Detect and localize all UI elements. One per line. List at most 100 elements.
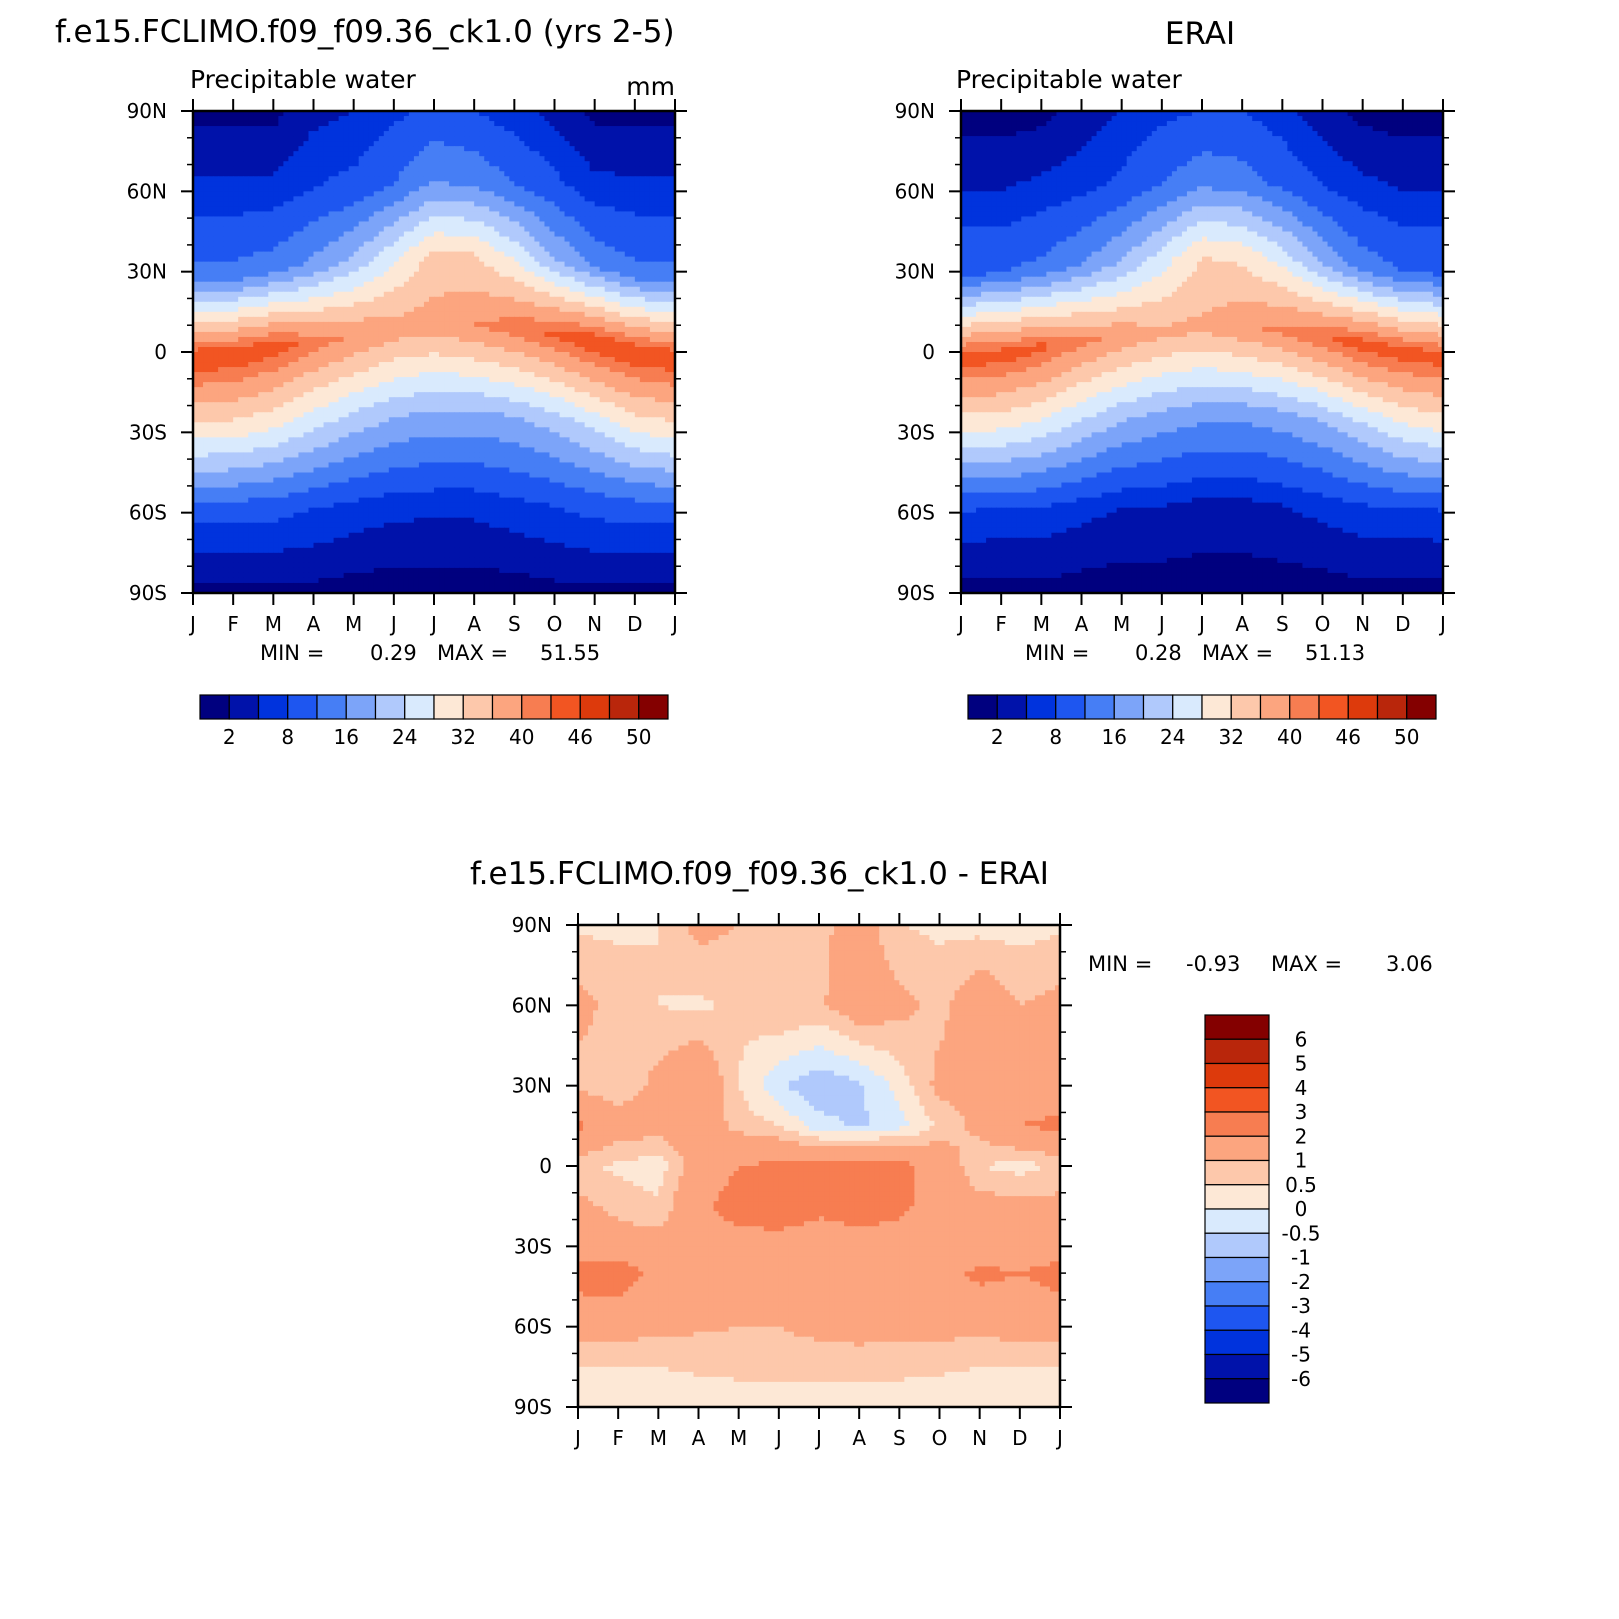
field-cell xyxy=(524,196,530,202)
field-cell xyxy=(570,357,576,363)
field-cell xyxy=(590,121,596,127)
field-cell xyxy=(248,191,254,197)
field-cell xyxy=(615,181,621,187)
field-cell xyxy=(419,216,425,222)
field-cell xyxy=(555,171,561,177)
field-cell xyxy=(560,131,566,137)
field-cell xyxy=(444,201,450,207)
field-cell xyxy=(404,337,410,343)
field-cell xyxy=(278,302,284,308)
field-cell xyxy=(439,146,445,152)
field-cell xyxy=(399,252,405,258)
field-cell xyxy=(374,272,380,278)
field-cell xyxy=(374,201,380,207)
field-cell xyxy=(278,126,284,132)
field-cell xyxy=(324,201,330,207)
field-cell xyxy=(514,252,520,258)
field-cell xyxy=(223,151,229,157)
field-cell xyxy=(283,307,289,313)
field-cell xyxy=(374,297,380,303)
field-cell xyxy=(565,232,571,238)
field-cell xyxy=(504,357,510,363)
field-cell xyxy=(509,176,515,182)
field-cell xyxy=(233,136,239,142)
field-cell xyxy=(620,176,626,182)
field-cell xyxy=(314,252,320,258)
field-cell xyxy=(610,221,616,227)
field-cell xyxy=(369,367,375,373)
field-cell xyxy=(454,292,460,298)
field-cell xyxy=(349,272,355,278)
field-cell xyxy=(374,171,380,177)
field-cell xyxy=(600,307,606,313)
field-cell xyxy=(655,186,661,192)
field-cell xyxy=(625,317,631,323)
field-cell xyxy=(605,292,611,298)
field-cell xyxy=(278,221,284,227)
field-cell xyxy=(288,252,294,258)
field-cell xyxy=(534,196,540,202)
field-cell xyxy=(243,242,249,248)
field-cell xyxy=(278,312,284,318)
field-cell xyxy=(469,121,475,127)
field-cell xyxy=(258,226,264,232)
field-cell xyxy=(258,151,264,157)
field-cell xyxy=(419,272,425,278)
field-cell xyxy=(454,237,460,243)
field-cell xyxy=(625,206,631,212)
field-cell xyxy=(544,216,550,222)
field-cell xyxy=(529,171,535,177)
field-cell xyxy=(620,337,626,343)
field-cell xyxy=(258,262,264,268)
field-cell xyxy=(645,307,651,313)
field-cell xyxy=(620,252,626,258)
field-cell xyxy=(233,221,239,227)
field-cell xyxy=(630,126,636,132)
field-cell xyxy=(288,201,294,207)
field-cell xyxy=(268,181,274,187)
field-cell xyxy=(595,136,601,142)
field-cell xyxy=(208,262,214,268)
field-cell xyxy=(213,307,219,313)
field-cell xyxy=(324,322,330,328)
field-cell xyxy=(314,232,320,238)
field-cell xyxy=(319,267,325,273)
field-cell xyxy=(384,131,390,137)
field-cell xyxy=(278,307,284,313)
field-cell xyxy=(278,156,284,162)
field-cell xyxy=(339,357,345,363)
field-cell xyxy=(198,352,204,358)
field-cell xyxy=(469,342,475,348)
field-cell xyxy=(590,186,596,192)
field-cell xyxy=(384,206,390,212)
field-cell xyxy=(198,347,204,353)
field-cell xyxy=(580,191,586,197)
field-cell xyxy=(203,196,209,202)
field-cell xyxy=(268,237,274,243)
field-cell xyxy=(585,347,591,353)
field-cell xyxy=(424,186,430,192)
field-cell xyxy=(354,252,360,258)
field-cell xyxy=(404,116,410,122)
field-cell xyxy=(635,317,641,323)
field-cell xyxy=(484,332,490,338)
field-cell xyxy=(494,126,500,132)
field-cell xyxy=(555,307,561,313)
field-cell xyxy=(223,332,229,338)
field-cell xyxy=(464,232,470,238)
field-cell xyxy=(314,267,320,273)
field-cell xyxy=(464,327,470,333)
field-cell xyxy=(625,211,631,217)
field-cell xyxy=(228,181,234,187)
field-cell xyxy=(539,277,545,283)
field-cell xyxy=(233,216,239,222)
field-cell xyxy=(640,146,646,152)
field-cell xyxy=(570,312,576,318)
field-cell xyxy=(409,186,415,192)
field-cell xyxy=(374,196,380,202)
field-cell xyxy=(585,211,591,217)
field-cell xyxy=(464,272,470,278)
field-cell xyxy=(399,201,405,207)
field-cell xyxy=(339,126,345,132)
field-cell xyxy=(198,232,204,238)
